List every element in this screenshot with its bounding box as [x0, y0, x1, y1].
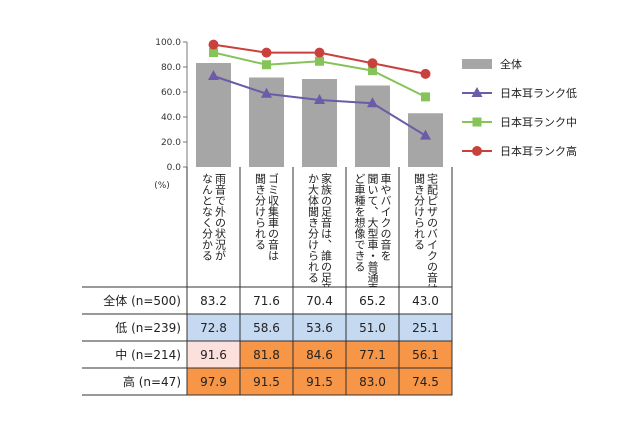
data-point [208, 39, 219, 50]
category-label: 車やバイクの音を [379, 172, 392, 261]
y-unit-label: (%) [154, 181, 170, 191]
table-cell-value: 97.9 [200, 375, 227, 389]
table-cell-value: 72.8 [200, 321, 227, 335]
table-cell [239, 340, 294, 369]
legend-label: 日本耳ランク低 [500, 86, 577, 100]
y-tick-label: 40.0 [161, 113, 181, 123]
table-cell [398, 367, 453, 396]
table-cell-value: 84.6 [306, 348, 333, 362]
table-cell-value: 51.0 [359, 321, 386, 335]
data-point [261, 47, 272, 58]
table-cell-value: 65.2 [359, 294, 386, 308]
table-cell-value: 91.6 [200, 348, 227, 362]
table-cell [345, 286, 400, 315]
data-point [315, 56, 324, 66]
data-point [367, 58, 378, 69]
y-tick-label: 20.0 [161, 138, 181, 148]
table-cell-value: 43.0 [412, 294, 439, 308]
table-row-label: 全体 (n=500) [103, 293, 181, 308]
bar [302, 79, 337, 167]
data-point [261, 87, 272, 98]
data-point [314, 94, 325, 104]
table-cell-value: 71.6 [253, 294, 280, 308]
bar [408, 113, 443, 167]
table-cell [292, 313, 347, 342]
table-cell-value: 56.1 [412, 348, 439, 362]
y-axis: 0.0 20.0 40.0 60.0 80.0 100.0 (%) [154, 38, 188, 191]
data-point [420, 68, 431, 79]
category-label: 宅配ピザのバイクの音は [426, 172, 439, 294]
table-cell [239, 286, 294, 315]
category-label: 聞き分けられる [254, 173, 267, 250]
table-cell [239, 367, 294, 396]
data-point [208, 70, 219, 80]
table-cell-value: 58.6 [253, 321, 280, 335]
table-cell [186, 367, 241, 396]
data-table: 83.2 71.6 70.4 65.2 43.0 全体 (n=500) 72.8 58.6 53… [82, 286, 453, 396]
table-cell-value: 91.5 [253, 375, 280, 389]
category-label: か大体聞き分けられる [307, 173, 320, 283]
table-row-label: 低 (n=239) [115, 321, 181, 335]
legend-marker [472, 146, 482, 156]
category-label: 家族の足音は、誰の足音 [320, 172, 333, 295]
table-row-label: 中 (n=214) [115, 347, 181, 362]
data-point [262, 60, 271, 70]
table-cell [398, 286, 453, 315]
table-cell-value: 83.0 [359, 375, 386, 389]
category-label: ど車種を想像できる [353, 173, 366, 272]
table-cell [186, 286, 241, 315]
y-tick-label: 0.0 [167, 163, 182, 173]
legend-label: 全体 [500, 57, 522, 71]
legend-label: 日本耳ランク高 [500, 144, 577, 158]
table-cell [345, 340, 400, 369]
y-tick-label: 100.0 [155, 38, 181, 48]
legend-label: 日本耳ランク中 [500, 115, 577, 129]
table-cell-value: 81.8 [253, 348, 280, 362]
data-point [368, 66, 377, 76]
legend-marker [472, 117, 482, 127]
category-label: 雨音で外の状況が [214, 173, 227, 261]
y-tick-label: 60.0 [161, 88, 181, 98]
category-label: 聞いて、大型車・普通車な [366, 173, 379, 305]
table-cell-value: 91.5 [306, 375, 333, 389]
table-cell [398, 340, 453, 369]
data-point [209, 48, 218, 57]
category-label: ゴミ収集車の音は [267, 172, 280, 261]
table-row-label: 高 (n=47) [123, 374, 181, 389]
table-cell [345, 367, 400, 396]
table-cell-value: 77.1 [359, 348, 386, 362]
legend-marker [471, 87, 483, 97]
legend-swatch [462, 59, 492, 69]
table-cell-value: 53.6 [306, 321, 333, 335]
data-point [314, 47, 325, 58]
category-label: なんとなく分かる [201, 173, 214, 261]
bar-series [196, 63, 443, 167]
data-point [421, 92, 430, 102]
table-cell-value: 74.5 [412, 375, 439, 389]
table-cell-value: 70.4 [306, 294, 333, 308]
line-series [208, 39, 431, 140]
table-cell [186, 313, 241, 342]
y-tick-label: 80.0 [161, 63, 181, 73]
data-point [367, 97, 378, 108]
table-cell [292, 367, 347, 396]
data-point [420, 129, 431, 140]
category-label: 聞き分けられる [413, 173, 426, 250]
table-cell-value: 25.1 [412, 321, 439, 335]
table-cell-value: 83.2 [200, 294, 227, 308]
